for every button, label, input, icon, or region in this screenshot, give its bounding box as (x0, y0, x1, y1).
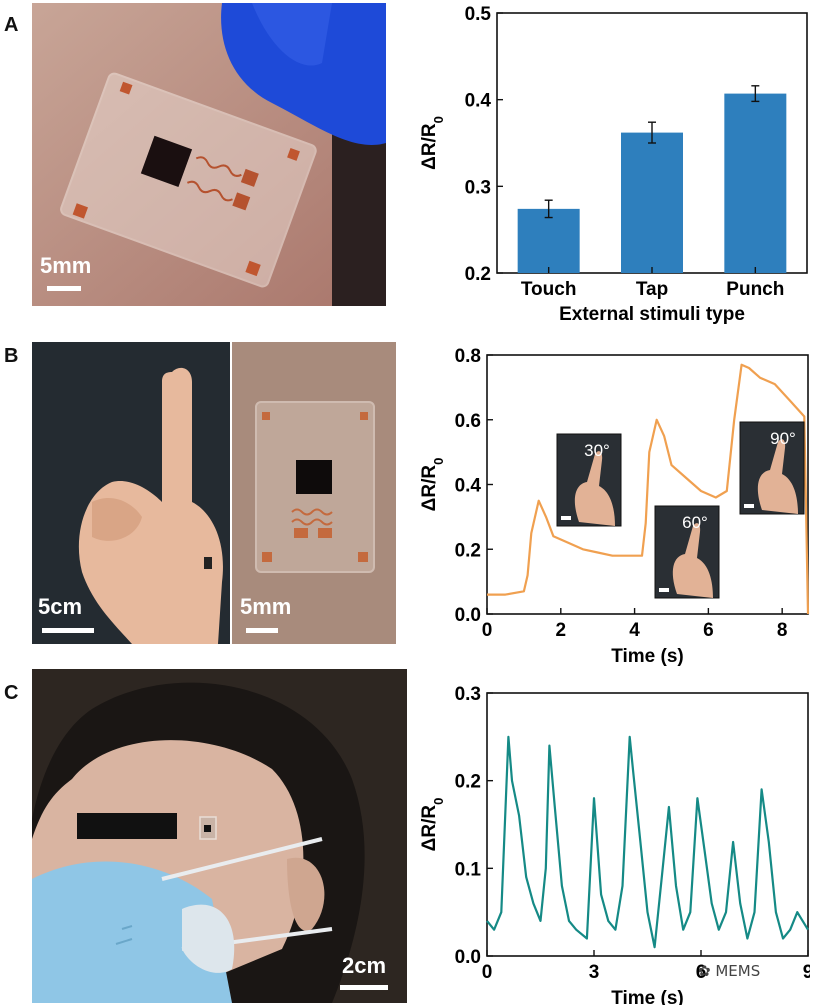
y-axis-label: ΔR/R0 (419, 798, 446, 852)
panel-label-c: C (4, 682, 19, 704)
scale-bar-label-b-right: 5mm (240, 594, 292, 619)
inset-angle-label: 60° (682, 513, 708, 532)
sensor-film (60, 72, 317, 288)
mask-shape (32, 861, 232, 1003)
y-tick-label: 0.4 (465, 91, 492, 112)
scale-bar-b-right (246, 628, 278, 633)
photo-face-with-sensor: 2cm (32, 669, 407, 1003)
y-tick-label: 0.8 (455, 346, 481, 367)
inset-scale-bar (561, 516, 571, 520)
scale-bar-label-a: 5mm (40, 253, 92, 278)
y-axis-label: ΔR/R0 (419, 458, 446, 512)
inset-angle-label: 90° (770, 429, 796, 448)
scale-bar-label-c: 2cm (342, 953, 387, 978)
y-tick-label: 0.3 (455, 684, 481, 705)
scale-bar-a (47, 286, 81, 291)
x-axis-label: Time (s) (611, 646, 684, 667)
sensor-square-b (296, 460, 332, 494)
photo-hand-illustration (32, 342, 230, 644)
x-tick-label-tap: Tap (636, 279, 668, 300)
y-tick-label: 0.4 (455, 476, 482, 497)
inset-scale-bar (744, 504, 754, 508)
panel-label-b: B (4, 345, 19, 367)
watermark-text: ✿ MEMS (698, 962, 760, 980)
x-tick-label: 4 (629, 620, 640, 641)
y-tick-label: 0.2 (455, 772, 481, 793)
photo-face-illustration (32, 669, 407, 1003)
x-tick-label: 8 (777, 620, 788, 641)
x-tick-label: 9 (803, 962, 810, 983)
inset-hand (757, 439, 798, 514)
bar-tap (621, 132, 683, 273)
photo-sensor-on-skin: 5mm (32, 3, 386, 306)
bar-punch (724, 93, 787, 273)
y-tick-label: 0.6 (455, 411, 481, 432)
series-line (487, 363, 810, 615)
wechat-icon: ✿ (698, 962, 711, 980)
chart-b-line: 0.0 0.2 0.4 0.6 0.8 0 2 4 6 8 30° 60° 90° Time (s) ΔR/… (419, 346, 810, 667)
photo-sensor-illustration (32, 3, 386, 306)
x-tick-label: 2 (556, 620, 567, 641)
inset-hand (672, 523, 713, 598)
y-tick-label: 0.2 (465, 264, 491, 285)
x-tick-label-touch: Touch (521, 279, 577, 300)
bar-touch (517, 208, 580, 273)
x-tick-label: 3 (589, 962, 600, 983)
inset-angle-label: 30° (584, 441, 610, 460)
inset-hand (574, 451, 615, 526)
chart-a-bar: 0.2 0.3 0.4 0.5 Touch Tap Punch External stimul… (419, 4, 808, 325)
photo-hand-bending: 5cm (32, 342, 230, 644)
x-axis-label: External stimuli type (559, 304, 745, 325)
glove-shape (221, 3, 386, 145)
photo-sensor-closeup-illustration (232, 342, 396, 644)
x-axis-label: Time (s) (611, 988, 684, 1005)
y-tick-label: 0.2 (455, 540, 481, 561)
inset-photo-3: 90° (739, 421, 805, 515)
x-tick-label: 0 (482, 620, 493, 641)
scale-bar-label-b-left: 5cm (38, 594, 83, 619)
y-axis-label: ΔR/R0 (419, 116, 446, 170)
chart-c-line: 0.0 0.1 0.2 0.3 0 3 6 9 Time (s) ΔR/R0 (419, 684, 810, 1005)
inset-photo-2: 60° (654, 505, 720, 599)
hand-shape (78, 367, 223, 644)
y-tick-label: 0.5 (465, 4, 492, 25)
plot-frame (486, 692, 809, 957)
y-tick-label: 0.0 (455, 605, 481, 626)
scale-bar-c (340, 985, 388, 990)
y-tick-label: 0.0 (455, 947, 481, 968)
x-tick-label: 6 (703, 620, 714, 641)
y-tick-label: 0.1 (455, 859, 482, 880)
y-tick-label: 0.3 (465, 177, 491, 198)
photo-sensor-on-hand: 5mm (232, 342, 396, 644)
panel-label-a: A (4, 14, 19, 36)
scale-bar-b-left (42, 628, 94, 633)
x-tick-label-punch: Punch (726, 279, 784, 300)
sensor-square (140, 135, 193, 188)
eye-censor-bar (77, 813, 177, 839)
ear-shape (287, 857, 325, 931)
watermark-label: MEMS (715, 962, 761, 980)
inset-scale-bar (659, 588, 669, 592)
x-tick-label: 6 (696, 962, 707, 983)
inset-photo-1: 30° (556, 433, 622, 527)
x-tick-label: 0 (482, 962, 493, 983)
series-line (486, 735, 809, 949)
